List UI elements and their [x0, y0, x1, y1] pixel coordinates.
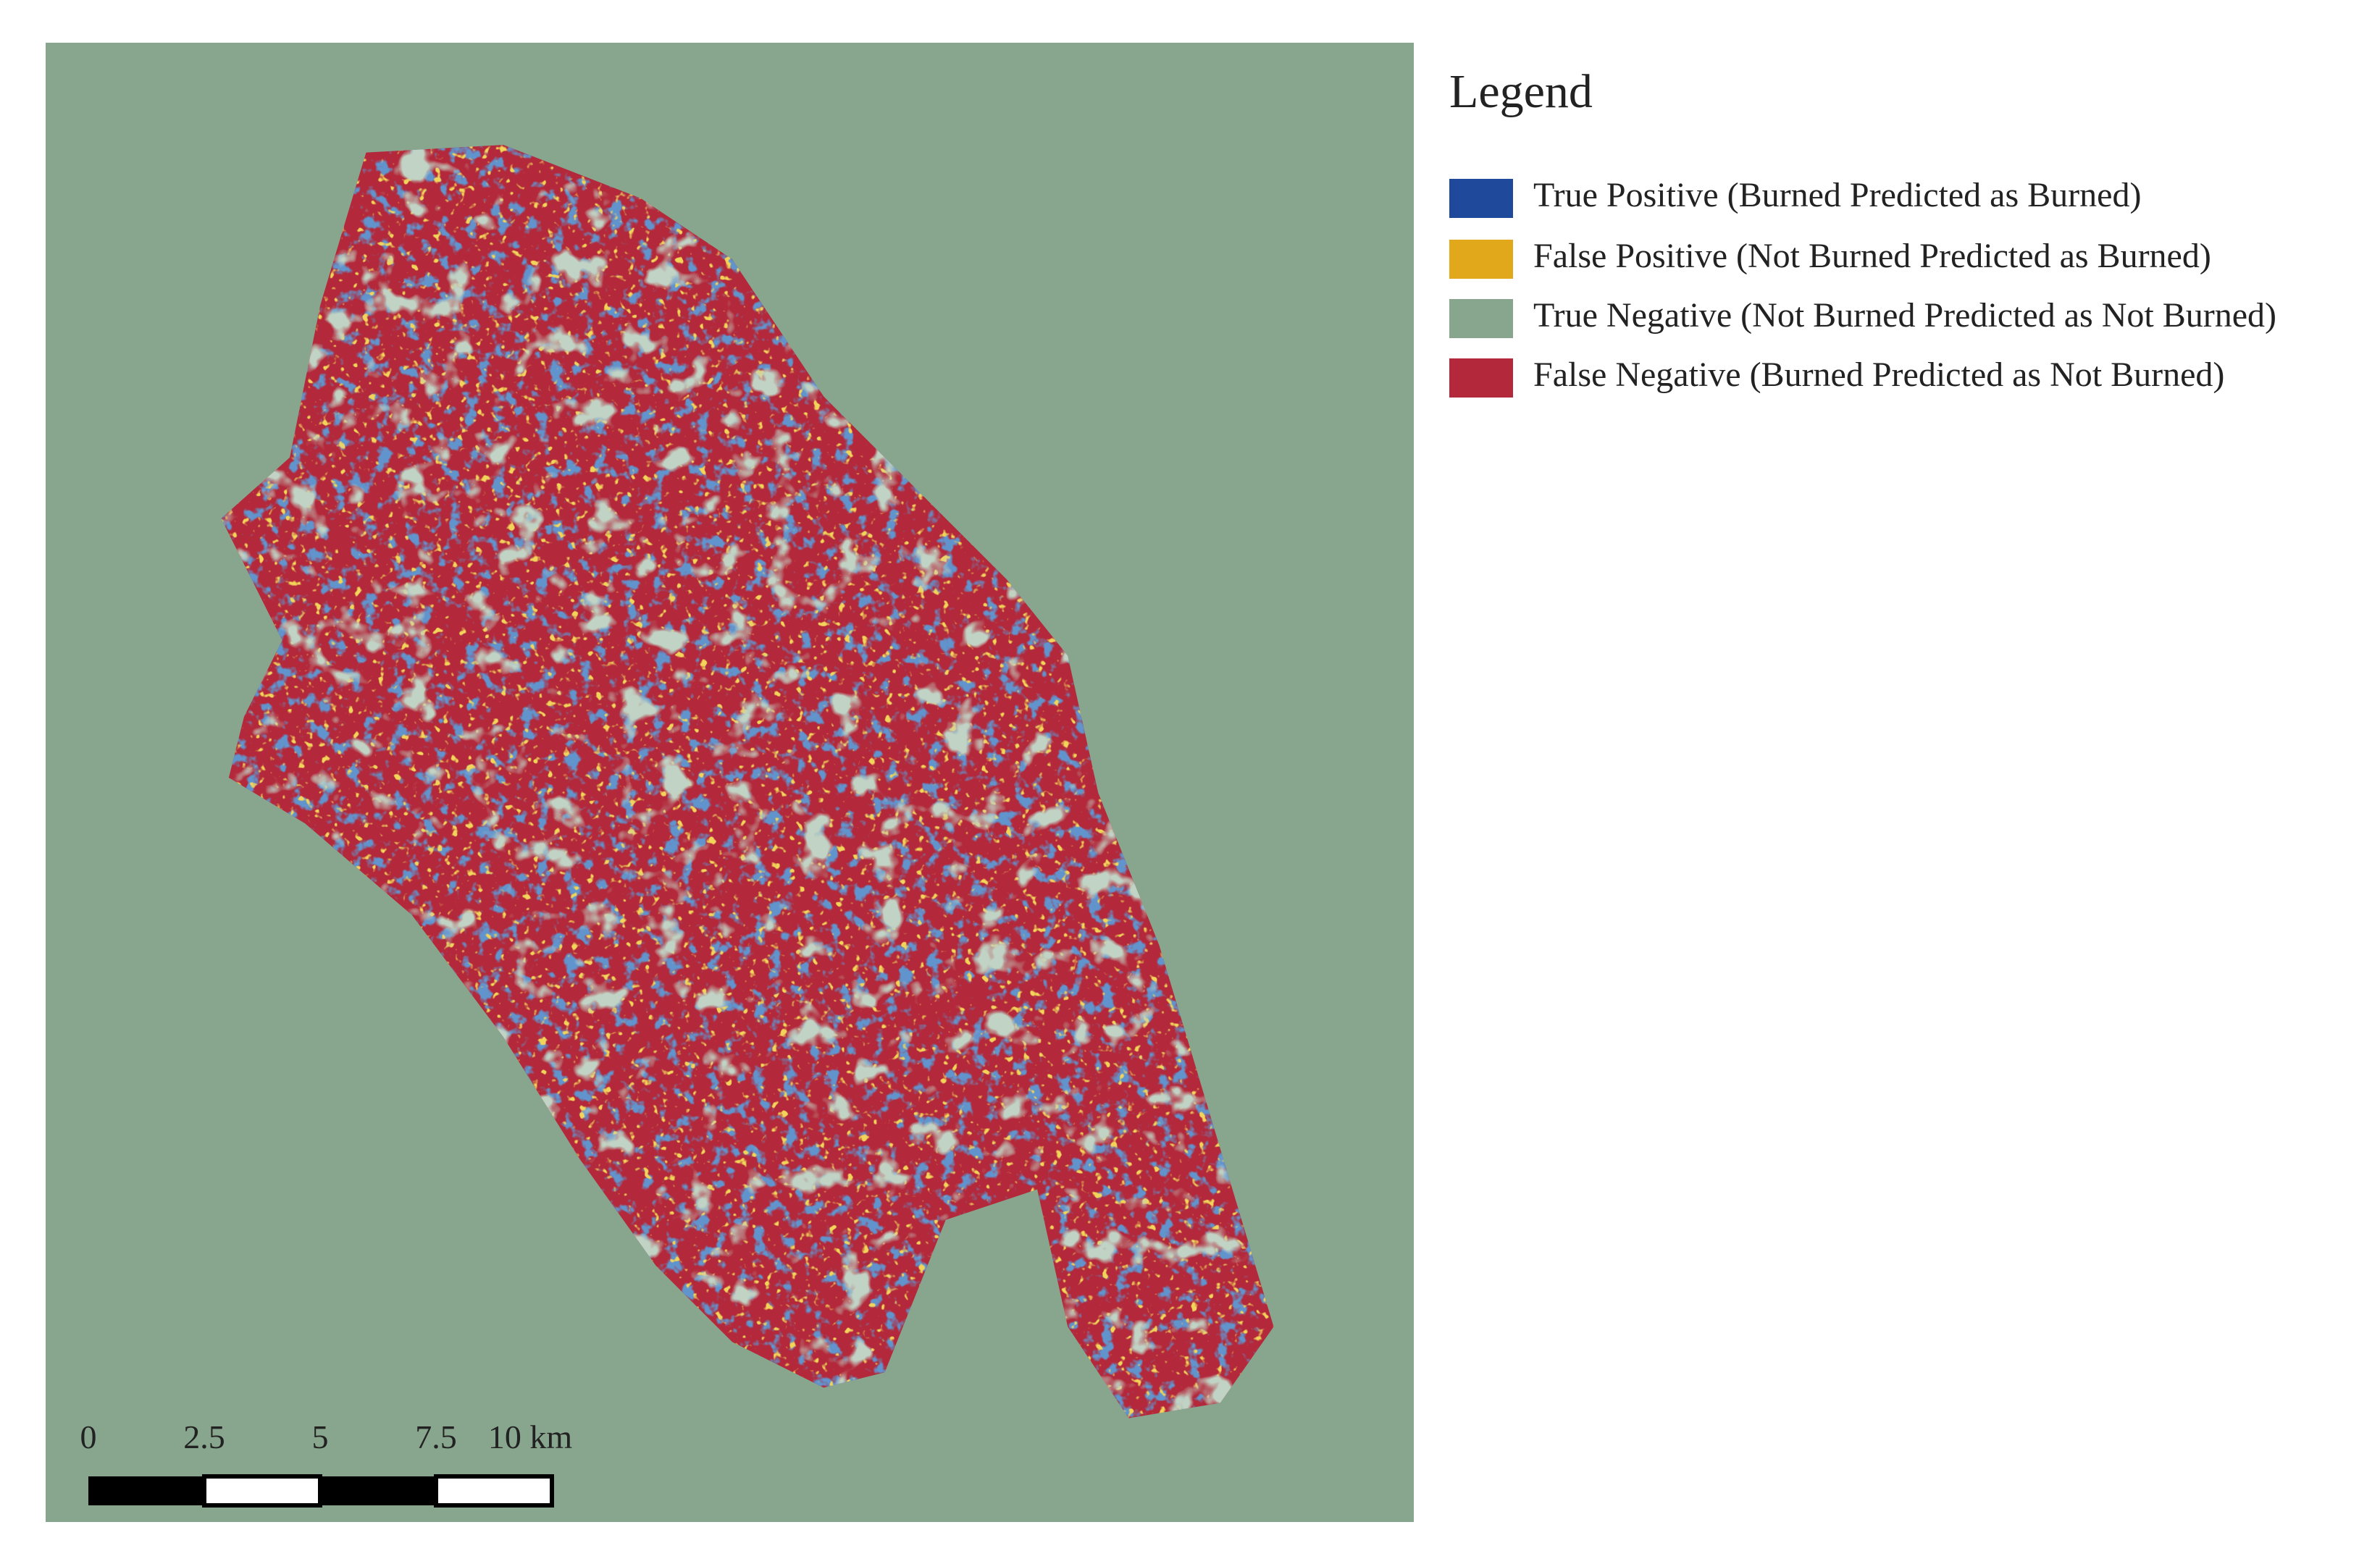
scale-segment: [434, 1474, 554, 1508]
legend-swatch: [1449, 240, 1513, 279]
scale-label: 5: [312, 1418, 329, 1455]
legend-swatch: [1449, 299, 1513, 338]
scale-label: 7.5: [415, 1418, 457, 1455]
scale-label: 2.5: [183, 1418, 225, 1455]
scale-label: 10 km: [488, 1418, 573, 1455]
legend-label: False Negative (Burned Predicted as Not …: [1533, 356, 2224, 394]
scale-labels: 0 2.5 5 7.5 10 km: [80, 1418, 573, 1455]
scale-label: 0: [80, 1418, 97, 1455]
legend-title: Legend: [1449, 65, 1593, 118]
legend-label: True Negative (Not Burned Predicted as N…: [1533, 296, 2276, 335]
scale-segment: [88, 1476, 204, 1505]
legend-label: True Positive (Burned Predicted as Burne…: [1533, 176, 2141, 214]
legend-swatch: [1449, 358, 1513, 398]
legend: True Positive (Burned Predicted as Burne…: [1449, 176, 2276, 398]
scale-segment: [202, 1474, 322, 1508]
legend-swatch: [1449, 179, 1513, 218]
scale-bar: [88, 1474, 554, 1508]
legend-label: False Positive (Not Burned Predicted as …: [1533, 237, 2211, 275]
scale-segment: [320, 1476, 436, 1505]
